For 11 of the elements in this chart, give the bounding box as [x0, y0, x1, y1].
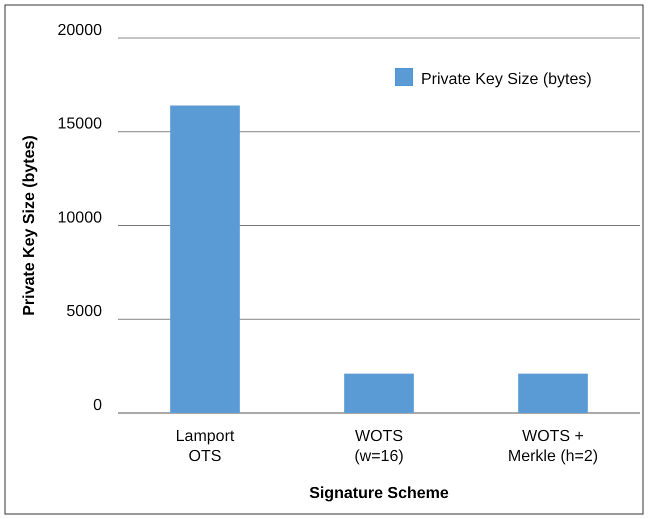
x-tick-label: Lamport OTS — [176, 428, 235, 465]
y-tick-label: 20000 — [58, 22, 102, 39]
y-tick-label: 10000 — [58, 209, 102, 226]
x-tick-label: WOTS (w=16) — [354, 428, 404, 465]
y-tick-label: 0 — [93, 396, 102, 414]
y-tick-label: 5000 — [66, 303, 102, 320]
legend-label: Private Key Size (bytes) — [421, 71, 592, 88]
x-axis-title: Signature Scheme — [309, 485, 449, 502]
y-axis-title: Private Key Size (bytes) — [21, 135, 38, 316]
y-tick-label: 15000 — [58, 116, 102, 133]
x-tick-label: WOTS + Merkle (h=2) — [508, 428, 598, 465]
